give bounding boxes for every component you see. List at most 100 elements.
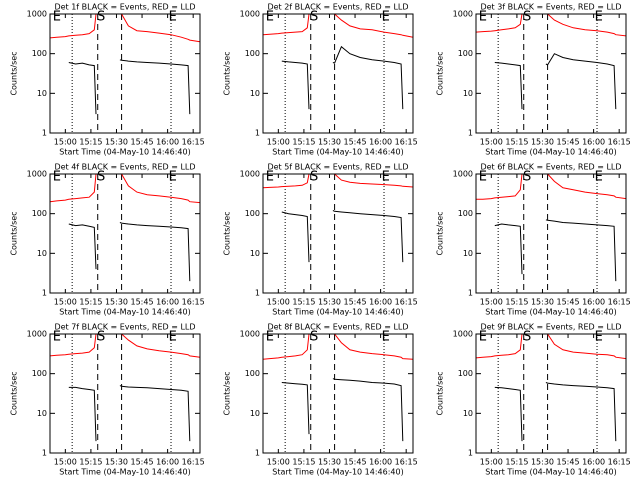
chart-title: Det 3f BLACK = Events, RED = LLD — [480, 3, 621, 12]
x-tick-label: 15:45 — [131, 138, 154, 147]
annotation: E — [382, 170, 390, 185]
y-tick-label: 100 — [458, 369, 473, 378]
y-tick-label: 100 — [245, 209, 260, 218]
y-tick-label: 1 — [42, 129, 47, 138]
y-tick-label: 1000 — [27, 330, 47, 339]
x-tick-label: 16:15 — [395, 298, 418, 307]
annotation: E — [169, 10, 177, 25]
data-line — [494, 382, 617, 442]
chart-title: Det 2f BLACK = Events, RED = LLD — [267, 3, 408, 12]
annotation: E — [53, 170, 61, 185]
data-line — [49, 173, 201, 204]
data-line — [494, 53, 617, 110]
x-tick-label: 15:00 — [480, 458, 503, 467]
y-tick-label: 1 — [42, 289, 47, 298]
x-tick-label: 15:45 — [557, 458, 580, 467]
x-tick-label: 15:45 — [344, 298, 367, 307]
y-tick-label: 10 — [463, 89, 473, 98]
y-tick-label: 10 — [250, 409, 260, 418]
chart-title: Det 8f BLACK = Events, RED = LLD — [267, 323, 408, 332]
x-tick-label: 15:30 — [531, 458, 554, 467]
y-tick-label: 10 — [463, 409, 473, 418]
x-tick-label: 15:15 — [79, 138, 102, 147]
annotation: E — [479, 170, 487, 185]
data-line — [68, 222, 191, 282]
y-tick-label: 100 — [458, 209, 473, 218]
annotation: E — [266, 170, 274, 185]
x-tick-label: 15:30 — [318, 458, 341, 467]
x-tick-label: 16:00 — [582, 138, 605, 147]
x-tick-label: 16:00 — [156, 298, 179, 307]
x-tick-label: 15:00 — [480, 298, 503, 307]
x-tick-label: 16:15 — [608, 458, 631, 467]
x-tick-label: 15:15 — [505, 458, 528, 467]
x-tick-label: 15:15 — [505, 138, 528, 147]
y-tick-label: 10 — [463, 249, 473, 258]
data-line — [475, 333, 627, 360]
x-tick-label: 15:45 — [131, 458, 154, 467]
annotation: S — [97, 170, 105, 185]
x-tick-label: 15:30 — [105, 298, 128, 307]
y-tick-label: 1 — [255, 129, 260, 138]
x-axis-label: Start Time (04-May-10 14:46:40) — [485, 308, 616, 317]
y-tick-label: 1000 — [453, 170, 473, 179]
x-tick-label: 15:15 — [79, 458, 102, 467]
y-axis-label: Counts/sec — [10, 211, 19, 255]
x-axis-label: Start Time (04-May-10 14:46:40) — [272, 148, 403, 157]
x-axis-label: Start Time (04-May-10 14:46:40) — [59, 468, 190, 477]
y-tick-label: 1000 — [453, 330, 473, 339]
annotation: E — [479, 10, 487, 25]
x-tick-label: 15:45 — [557, 138, 580, 147]
y-axis-label: Counts/sec — [223, 51, 232, 95]
annotation: E — [382, 10, 390, 25]
x-tick-label: 15:30 — [318, 298, 341, 307]
x-tick-label: 15:00 — [267, 458, 290, 467]
annotation: E — [266, 330, 274, 345]
annotation: E — [595, 170, 603, 185]
x-tick-label: 15:15 — [505, 298, 528, 307]
annotation: S — [310, 170, 318, 185]
y-tick-label: 100 — [245, 369, 260, 378]
annotation: S — [310, 10, 318, 25]
annotation: S — [97, 10, 105, 25]
x-tick-label: 15:45 — [344, 458, 367, 467]
plot-frame — [262, 13, 414, 134]
annotation: S — [523, 10, 531, 25]
x-tick-label: 15:00 — [54, 138, 77, 147]
y-axis-label: Counts/sec — [223, 211, 232, 255]
x-axis-label: Start Time (04-May-10 14:46:40) — [272, 468, 403, 477]
data-line — [68, 59, 191, 115]
data-line — [49, 333, 201, 358]
x-tick-label: 15:30 — [105, 138, 128, 147]
x-tick-label: 15:00 — [54, 458, 77, 467]
chart-title: Det 4f BLACK = Events, RED = LLD — [54, 163, 195, 172]
x-tick-label: 16:15 — [395, 458, 418, 467]
y-tick-label: 10 — [37, 89, 47, 98]
y-tick-label: 1000 — [240, 170, 260, 179]
plot-frame — [475, 333, 627, 454]
x-tick-label: 15:45 — [557, 298, 580, 307]
data-line — [49, 13, 201, 43]
annotation: E — [479, 330, 487, 345]
x-tick-label: 16:15 — [182, 458, 205, 467]
plot-frame — [475, 173, 627, 294]
annotation: E — [169, 170, 177, 185]
x-tick-label: 15:30 — [105, 458, 128, 467]
data-line — [262, 333, 414, 360]
y-tick-label: 1 — [468, 449, 473, 458]
y-axis-label: Counts/sec — [436, 371, 445, 415]
x-axis-label: Start Time (04-May-10 14:46:40) — [485, 468, 616, 477]
plot-frame — [262, 173, 414, 294]
x-tick-label: 15:30 — [531, 298, 554, 307]
annotation: E — [53, 10, 61, 25]
x-tick-label: 16:15 — [608, 298, 631, 307]
plot-frame — [49, 13, 201, 134]
y-tick-label: 1000 — [27, 170, 47, 179]
x-tick-label: 15:00 — [267, 298, 290, 307]
x-tick-label: 16:15 — [182, 298, 205, 307]
chart-title: Det 1f BLACK = Events, RED = LLD — [54, 3, 195, 12]
x-tick-label: 15:15 — [292, 298, 315, 307]
chart-title: Det 7f BLACK = Events, RED = LLD — [54, 323, 195, 332]
x-tick-label: 16:00 — [369, 138, 392, 147]
x-tick-label: 16:00 — [369, 458, 392, 467]
